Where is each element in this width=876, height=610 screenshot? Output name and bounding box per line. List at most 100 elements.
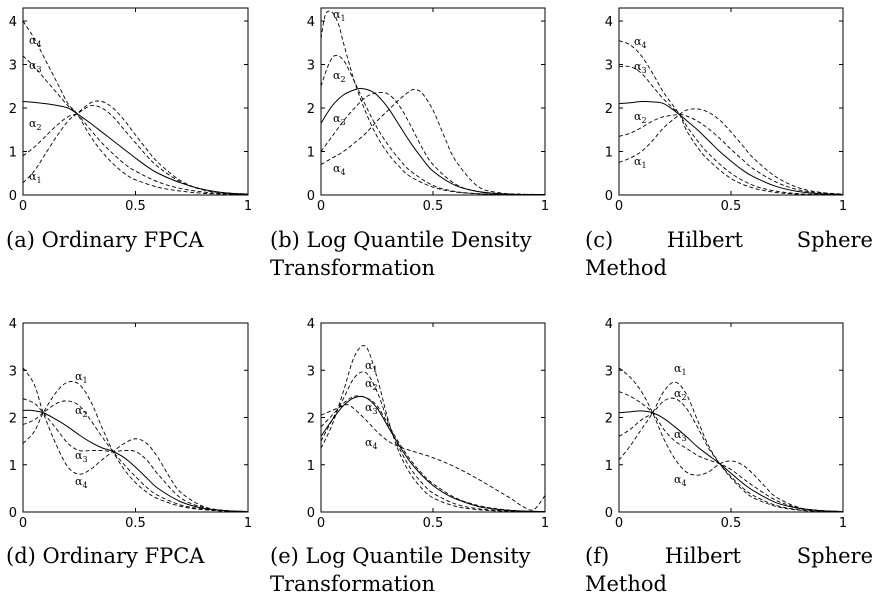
x-tick-label: 0 [19,516,27,531]
caption-line: Transformation [270,256,436,280]
y-tick-label: 2 [9,412,17,427]
x-tick-label: 1 [541,516,549,531]
panel-1: 0 0.5 1 0 1 2 3 4 α4 α3 α2 α1 [9,7,252,214]
y-tick-label: 2 [9,102,17,117]
y-tick-label: 3 [307,59,315,74]
series-label: α1 [333,8,346,23]
plot-frame [320,322,546,513]
x-tick-label: 0.5 [423,516,444,531]
series-curve-alpha-4 [23,367,248,512]
x-tick-label: 0.5 [423,199,444,214]
series-curve-alpha-2 [619,397,843,512]
series-curve-alpha-2 [321,371,545,512]
panel-caption: (b) Log Quantile Density Transformation [270,226,570,282]
x-tick-label: 0 [317,199,325,214]
series-curve-alpha-4 [619,40,843,195]
series-label: α2 [29,117,42,132]
y-tick-label: 2 [307,102,315,117]
y-tick-label: 0 [605,189,613,204]
series-label: α4 [333,162,346,177]
series-label: α4 [634,35,647,50]
x-tick-label: 0 [615,516,623,531]
y-tick-label: 3 [307,364,315,379]
y-tick-label: 4 [9,317,17,332]
panel-3: 0 0.5 1 0 1 2 3 4 α4 α3 α2 α1 [605,7,847,214]
y-tick-label: 1 [605,146,613,161]
y-tick-label: 0 [9,506,17,521]
y-tick-label: 1 [605,459,613,474]
panel-5: 0 0.5 1 0 1 2 3 4 α1 α2 α3 α4 [307,317,549,531]
series-label: α3 [365,401,378,416]
y-tick-label: 0 [9,189,17,204]
plot-frame [22,7,249,196]
series-curve-alpha-4 [23,20,248,195]
panel-caption: (e) Log Quantile Density Transformation [270,542,570,598]
series-label: α2 [634,110,647,125]
series-label: α3 [333,112,346,127]
series-curve-alpha-3 [619,65,843,195]
y-tick-label: 1 [9,146,17,161]
caption-word: (f) [585,544,610,568]
series-curve-alpha-3 [321,91,545,195]
caption-word: Sphere [796,544,873,568]
panel-2: 0 0.5 1 0 1 2 3 4 α1 α2 α3 α4 [307,7,549,214]
series-label: α3 [75,449,88,464]
x-tick-label: 0.5 [125,516,146,531]
y-tick-label: 0 [307,189,315,204]
y-tick-label: 4 [605,15,613,30]
series-label: α1 [365,359,378,374]
series-label: α4 [29,34,42,49]
y-tick-label: 3 [9,364,17,379]
series-label: α1 [75,370,88,385]
series-curve-alpha-3 [23,55,248,195]
x-tick-label: 0 [317,516,325,531]
x-tick-label: 1 [541,199,549,214]
y-tick-label: 3 [605,59,613,74]
series-curve-alpha-1 [619,381,843,512]
plot-frame [618,322,844,513]
caption-word: Sphere [796,228,873,252]
x-tick-label: 1 [244,199,252,214]
x-tick-label: 0.5 [125,199,146,214]
series-label: α2 [333,69,346,84]
series-curve-alpha-2 [619,114,843,195]
y-tick-label: 4 [307,317,315,332]
series-curve-alpha-1 [619,108,843,195]
series-label: α3 [634,60,647,75]
plot-frame [320,7,546,196]
series-curve-alpha-3 [23,398,248,512]
mean-curve [23,409,248,512]
panel-caption: (f) Hilbert Sphere Method [585,542,873,598]
caption-line: Method [585,256,667,280]
series-label: α4 [365,436,378,451]
series-curve-alpha-4 [321,89,545,195]
x-tick-label: 0 [615,199,623,214]
series-curve-alpha-4 [619,367,843,512]
caption-line: (b) Log Quantile Density [270,228,532,252]
series-label: α1 [674,362,687,377]
series-curve-alpha-1 [321,345,545,512]
caption-line: Transformation [270,572,436,596]
x-tick-label: 0 [19,199,27,214]
series-label: α2 [674,387,687,402]
panel-caption: (a) Ordinary FPCA [6,228,204,252]
series-curve-alpha-3 [619,391,843,512]
series-curve-alpha-1 [23,100,248,195]
y-tick-label: 0 [307,506,315,521]
x-tick-label: 1 [244,516,252,531]
mean-curve [619,100,843,195]
series-curve-alpha-4 [321,403,545,511]
y-tick-label: 2 [307,412,315,427]
y-tick-label: 1 [9,459,17,474]
y-tick-label: 2 [605,102,613,117]
panel-6: 0 0.5 1 0 1 2 3 4 α1 α2 α3 α4 [605,317,847,531]
panel-caption: (d) Ordinary FPCA [6,544,205,568]
caption-line: (e) Log Quantile Density [270,544,531,568]
caption-word: (c) [585,228,614,252]
x-tick-label: 1 [839,516,847,531]
caption-line: Method [585,572,667,596]
y-tick-label: 1 [307,459,315,474]
y-tick-label: 4 [605,317,613,332]
y-tick-label: 3 [9,59,17,74]
